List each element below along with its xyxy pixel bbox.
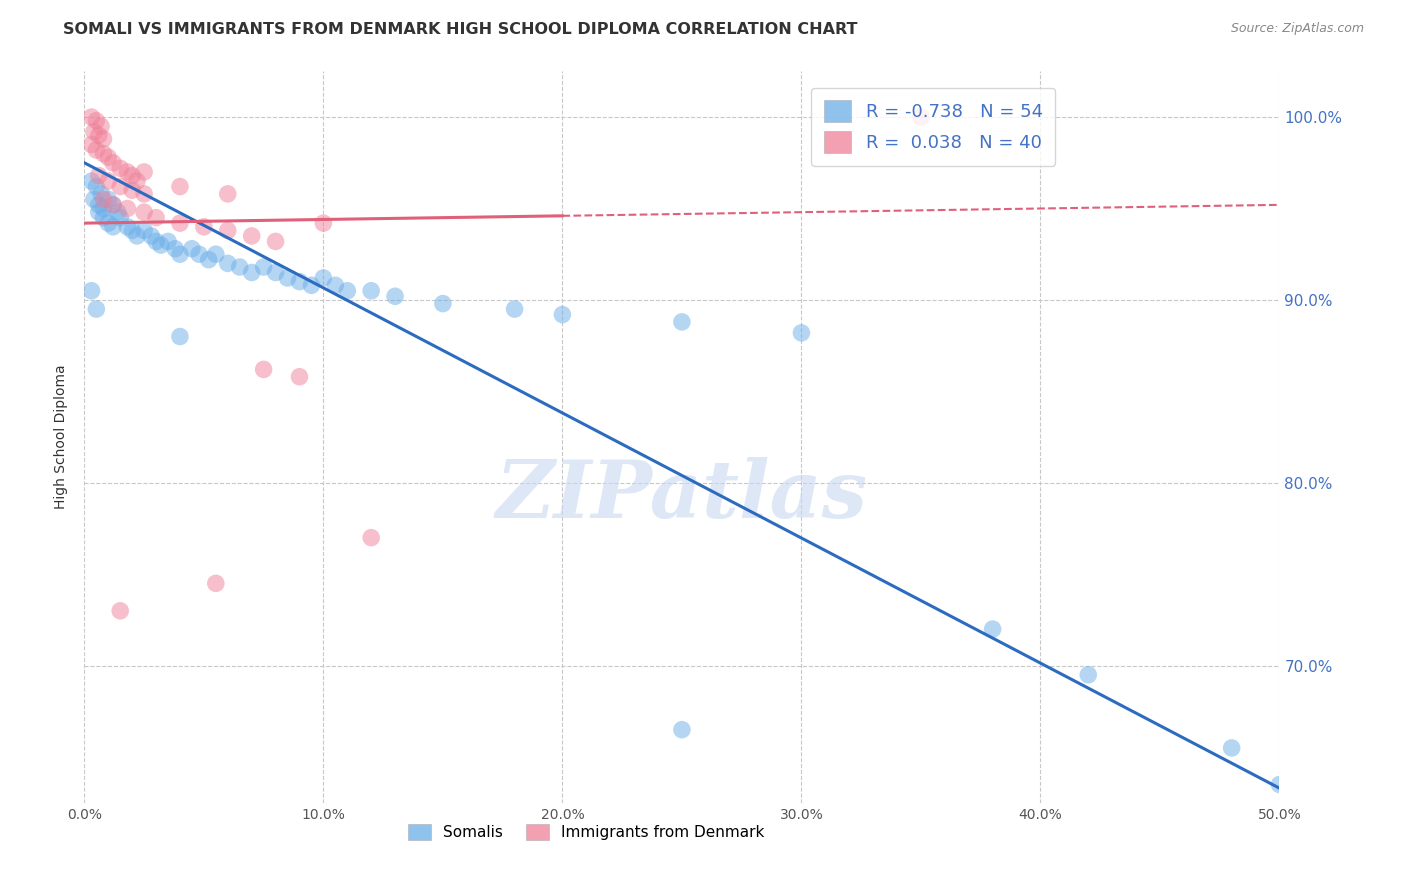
Point	[86, 179, 108, 194]
Point	[101, 198, 124, 212]
Point	[432, 296, 454, 310]
Point	[193, 219, 215, 234]
Text: SOMALI VS IMMIGRANTS FROM DENMARK HIGH SCHOOL DIPLOMA CORRELATION CHART: SOMALI VS IMMIGRANTS FROM DENMARK HIGH S…	[63, 22, 858, 37]
Point	[149, 238, 172, 252]
Point	[132, 165, 156, 179]
Point	[1220, 740, 1243, 755]
Point	[86, 301, 108, 316]
Point	[97, 192, 120, 206]
Point	[121, 169, 143, 183]
Point	[145, 211, 167, 225]
Point	[301, 278, 323, 293]
Point	[197, 252, 219, 267]
Point	[253, 260, 276, 274]
Point	[229, 260, 252, 274]
Point	[87, 128, 110, 143]
Point	[101, 219, 124, 234]
Point	[264, 235, 287, 249]
Point	[80, 110, 103, 124]
Point	[277, 271, 299, 285]
Point	[217, 223, 239, 237]
Point	[141, 228, 163, 243]
Point	[264, 265, 287, 279]
Point	[117, 202, 139, 216]
Point	[910, 110, 932, 124]
Point	[83, 125, 105, 139]
Y-axis label: High School Diploma: High School Diploma	[55, 365, 69, 509]
Point	[121, 223, 143, 237]
Point	[121, 183, 143, 197]
Point	[93, 132, 115, 146]
Point	[87, 205, 110, 219]
Point	[86, 143, 108, 157]
Point	[384, 289, 406, 303]
Point	[671, 315, 693, 329]
Point	[240, 228, 263, 243]
Point	[93, 211, 115, 225]
Point	[325, 278, 347, 293]
Point	[97, 216, 120, 230]
Point	[80, 137, 103, 152]
Point	[107, 205, 129, 219]
Legend: Somalis, Immigrants from Denmark: Somalis, Immigrants from Denmark	[402, 818, 770, 847]
Point	[551, 308, 574, 322]
Point	[169, 247, 191, 261]
Point	[312, 216, 335, 230]
Point	[360, 531, 382, 545]
Point	[110, 161, 132, 176]
Point	[336, 284, 359, 298]
Point	[288, 275, 311, 289]
Point	[312, 271, 335, 285]
Point	[1268, 777, 1291, 791]
Point	[125, 174, 148, 188]
Point	[205, 247, 228, 261]
Point	[157, 235, 180, 249]
Point	[83, 192, 105, 206]
Point	[503, 301, 526, 316]
Point	[132, 223, 156, 237]
Point	[145, 235, 167, 249]
Point	[132, 205, 156, 219]
Point	[981, 622, 1004, 636]
Point	[97, 174, 120, 188]
Point	[360, 284, 382, 298]
Point	[117, 165, 139, 179]
Point	[288, 369, 311, 384]
Point	[188, 247, 211, 261]
Point	[125, 228, 148, 243]
Point	[240, 265, 263, 279]
Point	[217, 186, 239, 201]
Point	[101, 198, 124, 212]
Point	[169, 216, 191, 230]
Point	[93, 202, 115, 216]
Point	[86, 113, 108, 128]
Point	[101, 155, 124, 169]
Point	[93, 192, 115, 206]
Point	[181, 242, 204, 256]
Point	[169, 329, 191, 343]
Point	[205, 576, 228, 591]
Point	[169, 179, 191, 194]
Point	[110, 179, 132, 194]
Point	[90, 186, 112, 201]
Point	[87, 198, 110, 212]
Point	[110, 604, 132, 618]
Point	[80, 174, 103, 188]
Point	[93, 146, 115, 161]
Point	[87, 169, 110, 183]
Point	[80, 284, 103, 298]
Point	[217, 256, 239, 270]
Point	[790, 326, 813, 340]
Point	[253, 362, 276, 376]
Point	[671, 723, 693, 737]
Point	[97, 150, 120, 164]
Text: ZIPatlas: ZIPatlas	[496, 457, 868, 534]
Point	[165, 242, 187, 256]
Point	[1077, 667, 1099, 681]
Text: Source: ZipAtlas.com: Source: ZipAtlas.com	[1230, 22, 1364, 36]
Point	[90, 119, 112, 133]
Point	[110, 211, 132, 225]
Point	[117, 219, 139, 234]
Point	[132, 186, 156, 201]
